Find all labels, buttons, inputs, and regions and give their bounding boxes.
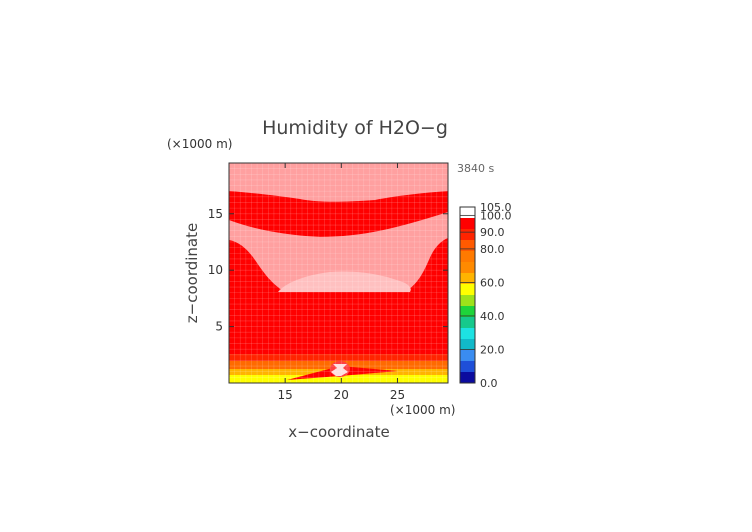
band-red-orange [229, 354, 448, 361]
colorbar-swatch [460, 361, 475, 372]
colorbar-swatch [460, 207, 475, 218]
colorbar-swatch [460, 350, 475, 361]
colorbar-tick-label: 20.0 [480, 343, 505, 356]
x-tick-label: 25 [390, 388, 405, 402]
upper-plateau-region [229, 163, 448, 202]
surface-bubble-core [331, 364, 348, 376]
time-label: 3840 s [457, 162, 494, 175]
colorbar-swatch [460, 240, 475, 251]
colorbar-swatch [460, 262, 475, 273]
middle-lens-region [229, 212, 448, 292]
y-axis-ticks: 5 10 15 [208, 207, 448, 334]
colorbar-swatch [460, 251, 475, 262]
colorbar-swatch [460, 372, 475, 383]
colorbar-swatch [460, 295, 475, 306]
x-axis-ticks: 15 20 25 [278, 163, 405, 402]
colorbar-swatch [460, 339, 475, 350]
colorbar-tick-label: 60.0 [480, 276, 505, 289]
x-axis-unit: (×1000 m) [390, 403, 455, 417]
x-axis-label: x−coordinate [288, 423, 389, 441]
colorbar-swatch [460, 328, 475, 339]
colorbar-swatch [460, 218, 475, 229]
x-tick-label: 20 [334, 388, 349, 402]
y-axis-label: z−coordinate [183, 223, 201, 323]
chart-title: Humidity of H2O−g [262, 117, 448, 139]
colorbar-tick-label: 90.0 [480, 226, 505, 239]
y-tick-label: 10 [208, 263, 223, 277]
colorbar-swatch [460, 273, 475, 284]
colorbar-tick-label: 100.0 [480, 209, 512, 222]
y-tick-label: 15 [208, 207, 223, 221]
plot-area: 15 20 25 5 10 15 [208, 162, 449, 402]
colorbar-swatch [460, 229, 475, 240]
colorbar-tick-label: 0.0 [480, 377, 498, 390]
colorbar-tick-label: 80.0 [480, 243, 505, 256]
colorbar-swatch [460, 284, 475, 295]
colorbar-tick-label: 40.0 [480, 310, 505, 323]
y-axis-unit: (×1000 m) [167, 137, 232, 151]
x-tick-label: 15 [278, 388, 293, 402]
colorbar-swatch [460, 306, 475, 317]
grid-lines [229, 163, 448, 383]
colorbar-tick-label: 105.0 [480, 201, 512, 214]
inner-core-region [278, 271, 411, 292]
plot-frame [228, 162, 449, 384]
y-tick-label: 5 [215, 320, 223, 334]
colorbar-swatch [460, 317, 475, 328]
band-yellow [229, 375, 448, 383]
